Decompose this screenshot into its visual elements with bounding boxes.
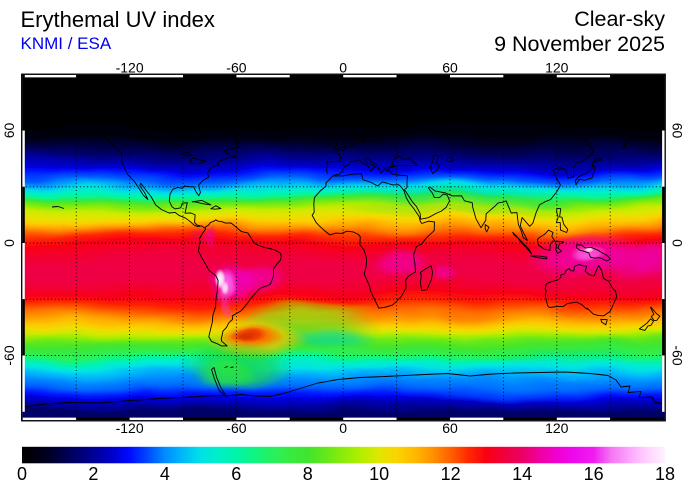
svg-text:60: 60 (442, 60, 458, 76)
svg-text:-60: -60 (226, 60, 246, 76)
svg-text:0: 0 (1, 239, 17, 247)
svg-text:60: 60 (442, 420, 458, 436)
svg-text:2: 2 (88, 464, 98, 484)
svg-text:-60: -60 (1, 345, 17, 365)
svg-text:60: 60 (1, 123, 17, 139)
svg-text:Clear-sky: Clear-sky (574, 7, 665, 31)
svg-text:18: 18 (655, 464, 675, 484)
svg-text:60: 60 (670, 123, 686, 139)
svg-text:0: 0 (339, 60, 347, 76)
svg-text:120: 120 (545, 420, 569, 436)
svg-text:120: 120 (545, 60, 569, 76)
svg-text:0: 0 (339, 420, 347, 436)
svg-text:6: 6 (231, 464, 241, 484)
svg-text:KNMI / ESA: KNMI / ESA (21, 34, 112, 53)
svg-text:-60: -60 (670, 345, 686, 365)
svg-text:0: 0 (17, 464, 27, 484)
svg-text:10: 10 (369, 464, 389, 484)
svg-text:9 November 2025: 9 November 2025 (494, 32, 665, 56)
svg-text:-60: -60 (226, 420, 246, 436)
svg-text:14: 14 (512, 464, 532, 484)
svg-text:4: 4 (160, 464, 170, 484)
svg-text:Erythemal UV index: Erythemal UV index (21, 7, 215, 32)
svg-text:16: 16 (584, 464, 604, 484)
svg-text:8: 8 (303, 464, 313, 484)
svg-text:12: 12 (441, 464, 461, 484)
svg-text:0: 0 (670, 239, 686, 247)
svg-text:-120: -120 (116, 420, 144, 436)
svg-text:-120: -120 (116, 60, 144, 76)
